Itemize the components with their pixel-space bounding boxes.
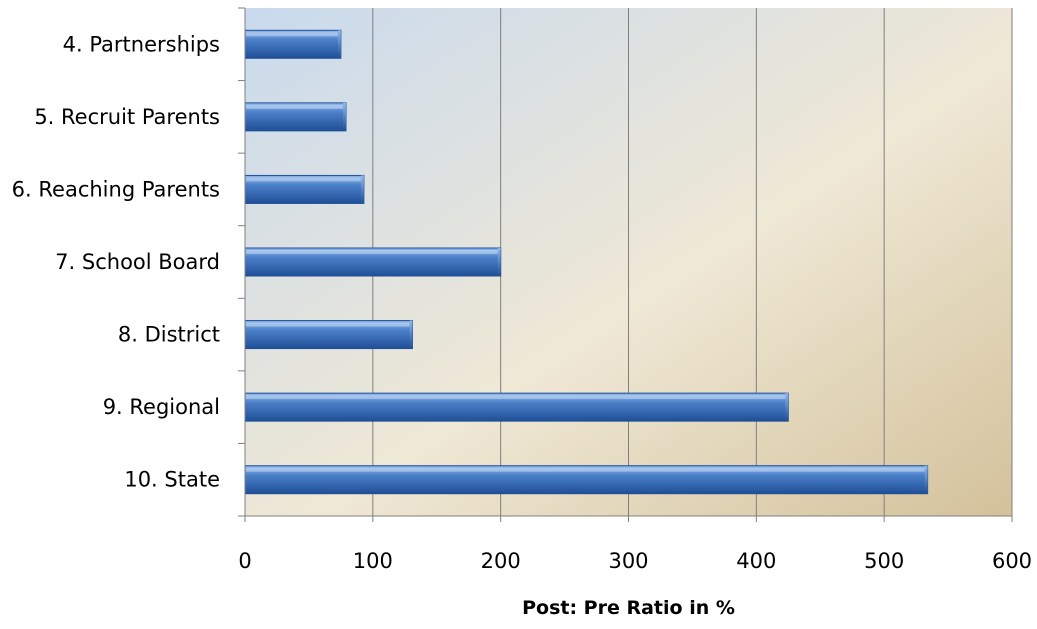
bar bbox=[245, 466, 928, 494]
bar bbox=[245, 103, 346, 131]
bar-end-cap bbox=[338, 30, 341, 58]
x-tick-label: 100 bbox=[353, 549, 393, 573]
bar-highlight bbox=[246, 177, 363, 181]
bar-highlight bbox=[246, 323, 411, 327]
category-label: 6. Reaching Parents bbox=[12, 177, 220, 201]
bar-highlight bbox=[246, 250, 500, 254]
x-tick-label: 200 bbox=[481, 549, 521, 573]
bar bbox=[245, 321, 412, 349]
x-tick-label: 600 bbox=[992, 549, 1032, 573]
category-label: 5. Recruit Parents bbox=[34, 105, 220, 129]
bar bbox=[245, 248, 501, 276]
x-axis-title: Post: Pre Ratio in % bbox=[522, 597, 735, 619]
category-label: 4. Partnerships bbox=[63, 32, 220, 56]
category-label: 8. District bbox=[118, 323, 220, 347]
bar bbox=[245, 30, 341, 58]
category-label: 10. State bbox=[124, 468, 220, 492]
bar bbox=[245, 175, 364, 203]
bar-end-cap bbox=[343, 103, 346, 131]
category-label: 9. Regional bbox=[103, 395, 220, 419]
category-labels: 4. Partnerships 5. Recruit Parents 6. Reac… bbox=[12, 32, 220, 491]
x-tick-label: 0 bbox=[238, 549, 251, 573]
bar-highlight bbox=[246, 395, 787, 399]
bar-end-cap bbox=[361, 175, 364, 203]
x-tick-label: 500 bbox=[864, 549, 904, 573]
x-tick-label: 400 bbox=[736, 549, 776, 573]
category-label: 7. School Board bbox=[55, 250, 220, 274]
bar-highlight bbox=[246, 105, 345, 109]
bar-end-cap bbox=[409, 321, 412, 349]
bar-end-cap bbox=[498, 248, 501, 276]
x-tick-label: 300 bbox=[608, 549, 648, 573]
bar-end-cap bbox=[925, 466, 928, 494]
x-tick-labels: 0 100 200 300 400 500 600 bbox=[238, 549, 1032, 573]
bar-highlight bbox=[246, 468, 927, 472]
bar bbox=[245, 393, 788, 421]
bar-end-cap bbox=[785, 393, 788, 421]
bar-highlight bbox=[246, 32, 340, 36]
